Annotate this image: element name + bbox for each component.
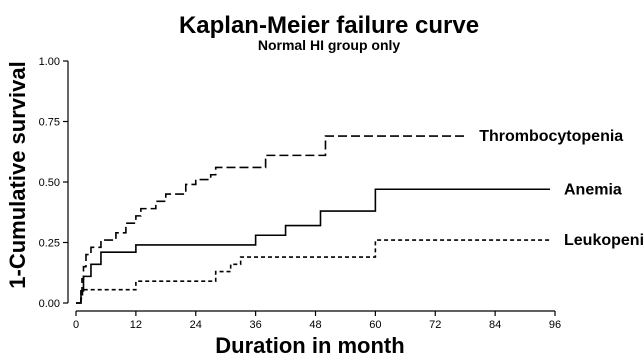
series-label-anemia: Anemia	[564, 181, 622, 198]
chart-subtitle: Normal HI group only	[258, 37, 401, 53]
x-tick-label: 84	[489, 319, 501, 331]
series-line-leukopenia	[76, 239, 551, 304]
series-label-thrombocytopenia: Thrombocytopenia	[479, 128, 623, 145]
x-tick-label: 48	[309, 319, 321, 331]
x-tick-label: 72	[429, 319, 441, 331]
y-tick-label: 0.25	[39, 238, 60, 250]
x-tick-label: 60	[369, 319, 381, 331]
x-tick-label: 36	[250, 319, 262, 331]
y-tick-label: 0.00	[39, 298, 60, 310]
x-tick-label: 0	[73, 319, 79, 331]
x-axis-title: Duration in month	[215, 333, 404, 358]
x-tick-label: 96	[549, 319, 561, 331]
series-labels: Thrombocytopenia Anemia Leukopenia	[479, 128, 644, 249]
y-tick-label: 1.00	[39, 56, 60, 68]
chart-title: Kaplan-Meier failure curve	[179, 12, 479, 39]
x-tick-label: 12	[130, 319, 142, 331]
y-axis-title: 1-Cumulative survival	[5, 61, 30, 288]
series-line-anemia	[76, 188, 551, 304]
y-tick-label: 0.50	[39, 177, 60, 189]
x-axis: 0 12 24 36 48 60 72 84 96	[73, 310, 561, 331]
x-tick-label: 24	[190, 319, 202, 331]
y-tick-label: 0.75	[39, 117, 60, 129]
series-line-thrombocytopenia	[76, 135, 466, 304]
series-layer	[76, 135, 551, 304]
y-axis: 0.00 0.25 0.50 0.75 1.00	[39, 56, 69, 310]
series-label-leukopenia: Leukopenia	[564, 232, 644, 249]
plot-area: 0 12 24 36 48 60 72 84 96 0.00 0.25 0.50 0.75 1.00 T…	[39, 56, 644, 331]
